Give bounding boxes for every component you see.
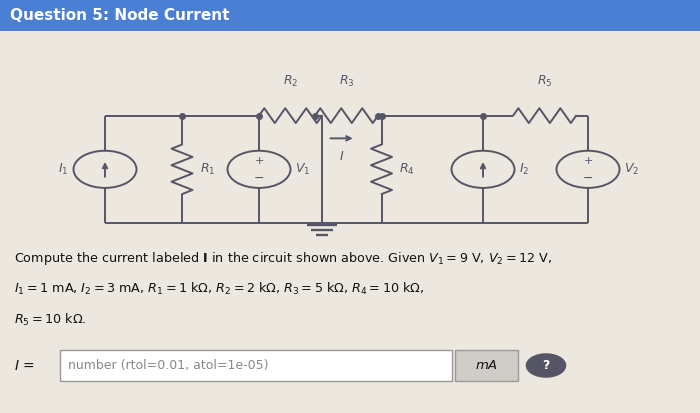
Text: $R_1$: $R_1$	[199, 162, 215, 177]
Text: −: −	[582, 172, 594, 185]
Text: $R_2$: $R_2$	[283, 74, 298, 89]
Text: $V_2$: $V_2$	[624, 162, 640, 177]
Text: $I_1$: $I_1$	[58, 162, 69, 177]
Text: $I_2$: $I_2$	[519, 162, 530, 177]
Text: $R_3$: $R_3$	[339, 74, 354, 89]
Text: $mA$: $mA$	[475, 359, 498, 372]
FancyBboxPatch shape	[60, 350, 452, 381]
Text: Compute the current labeled $\mathbf{I}$ in the circuit shown above. Given $V_1 : Compute the current labeled $\mathbf{I}$…	[14, 250, 552, 267]
Circle shape	[526, 354, 566, 377]
Text: −: −	[253, 172, 265, 185]
FancyBboxPatch shape	[455, 350, 518, 381]
Text: $I$ =: $I$ =	[14, 358, 34, 373]
Text: Question 5: Node Current: Question 5: Node Current	[10, 8, 230, 23]
Text: $I$: $I$	[339, 150, 344, 163]
Bar	[0, 0, 700, 31]
Text: +: +	[583, 156, 593, 166]
Text: ?: ?	[542, 359, 550, 372]
Text: +: +	[254, 156, 264, 166]
Text: $R_5$: $R_5$	[537, 74, 552, 89]
Text: $V_1$: $V_1$	[295, 162, 311, 177]
Text: $I_1 = 1$ mA, $I_2 = 3$ mA, $R_1 = 1$ k$\Omega$, $R_2 = 2$ k$\Omega$, $R_3 = 5$ : $I_1 = 1$ mA, $I_2 = 3$ mA, $R_1 = 1$ k$…	[14, 281, 424, 297]
Text: $R_4$: $R_4$	[399, 162, 414, 177]
Text: number (rtol=0.01, atol=1e-05): number (rtol=0.01, atol=1e-05)	[68, 359, 268, 372]
Text: $R_5 = 10$ k$\Omega$.: $R_5 = 10$ k$\Omega$.	[14, 312, 87, 328]
